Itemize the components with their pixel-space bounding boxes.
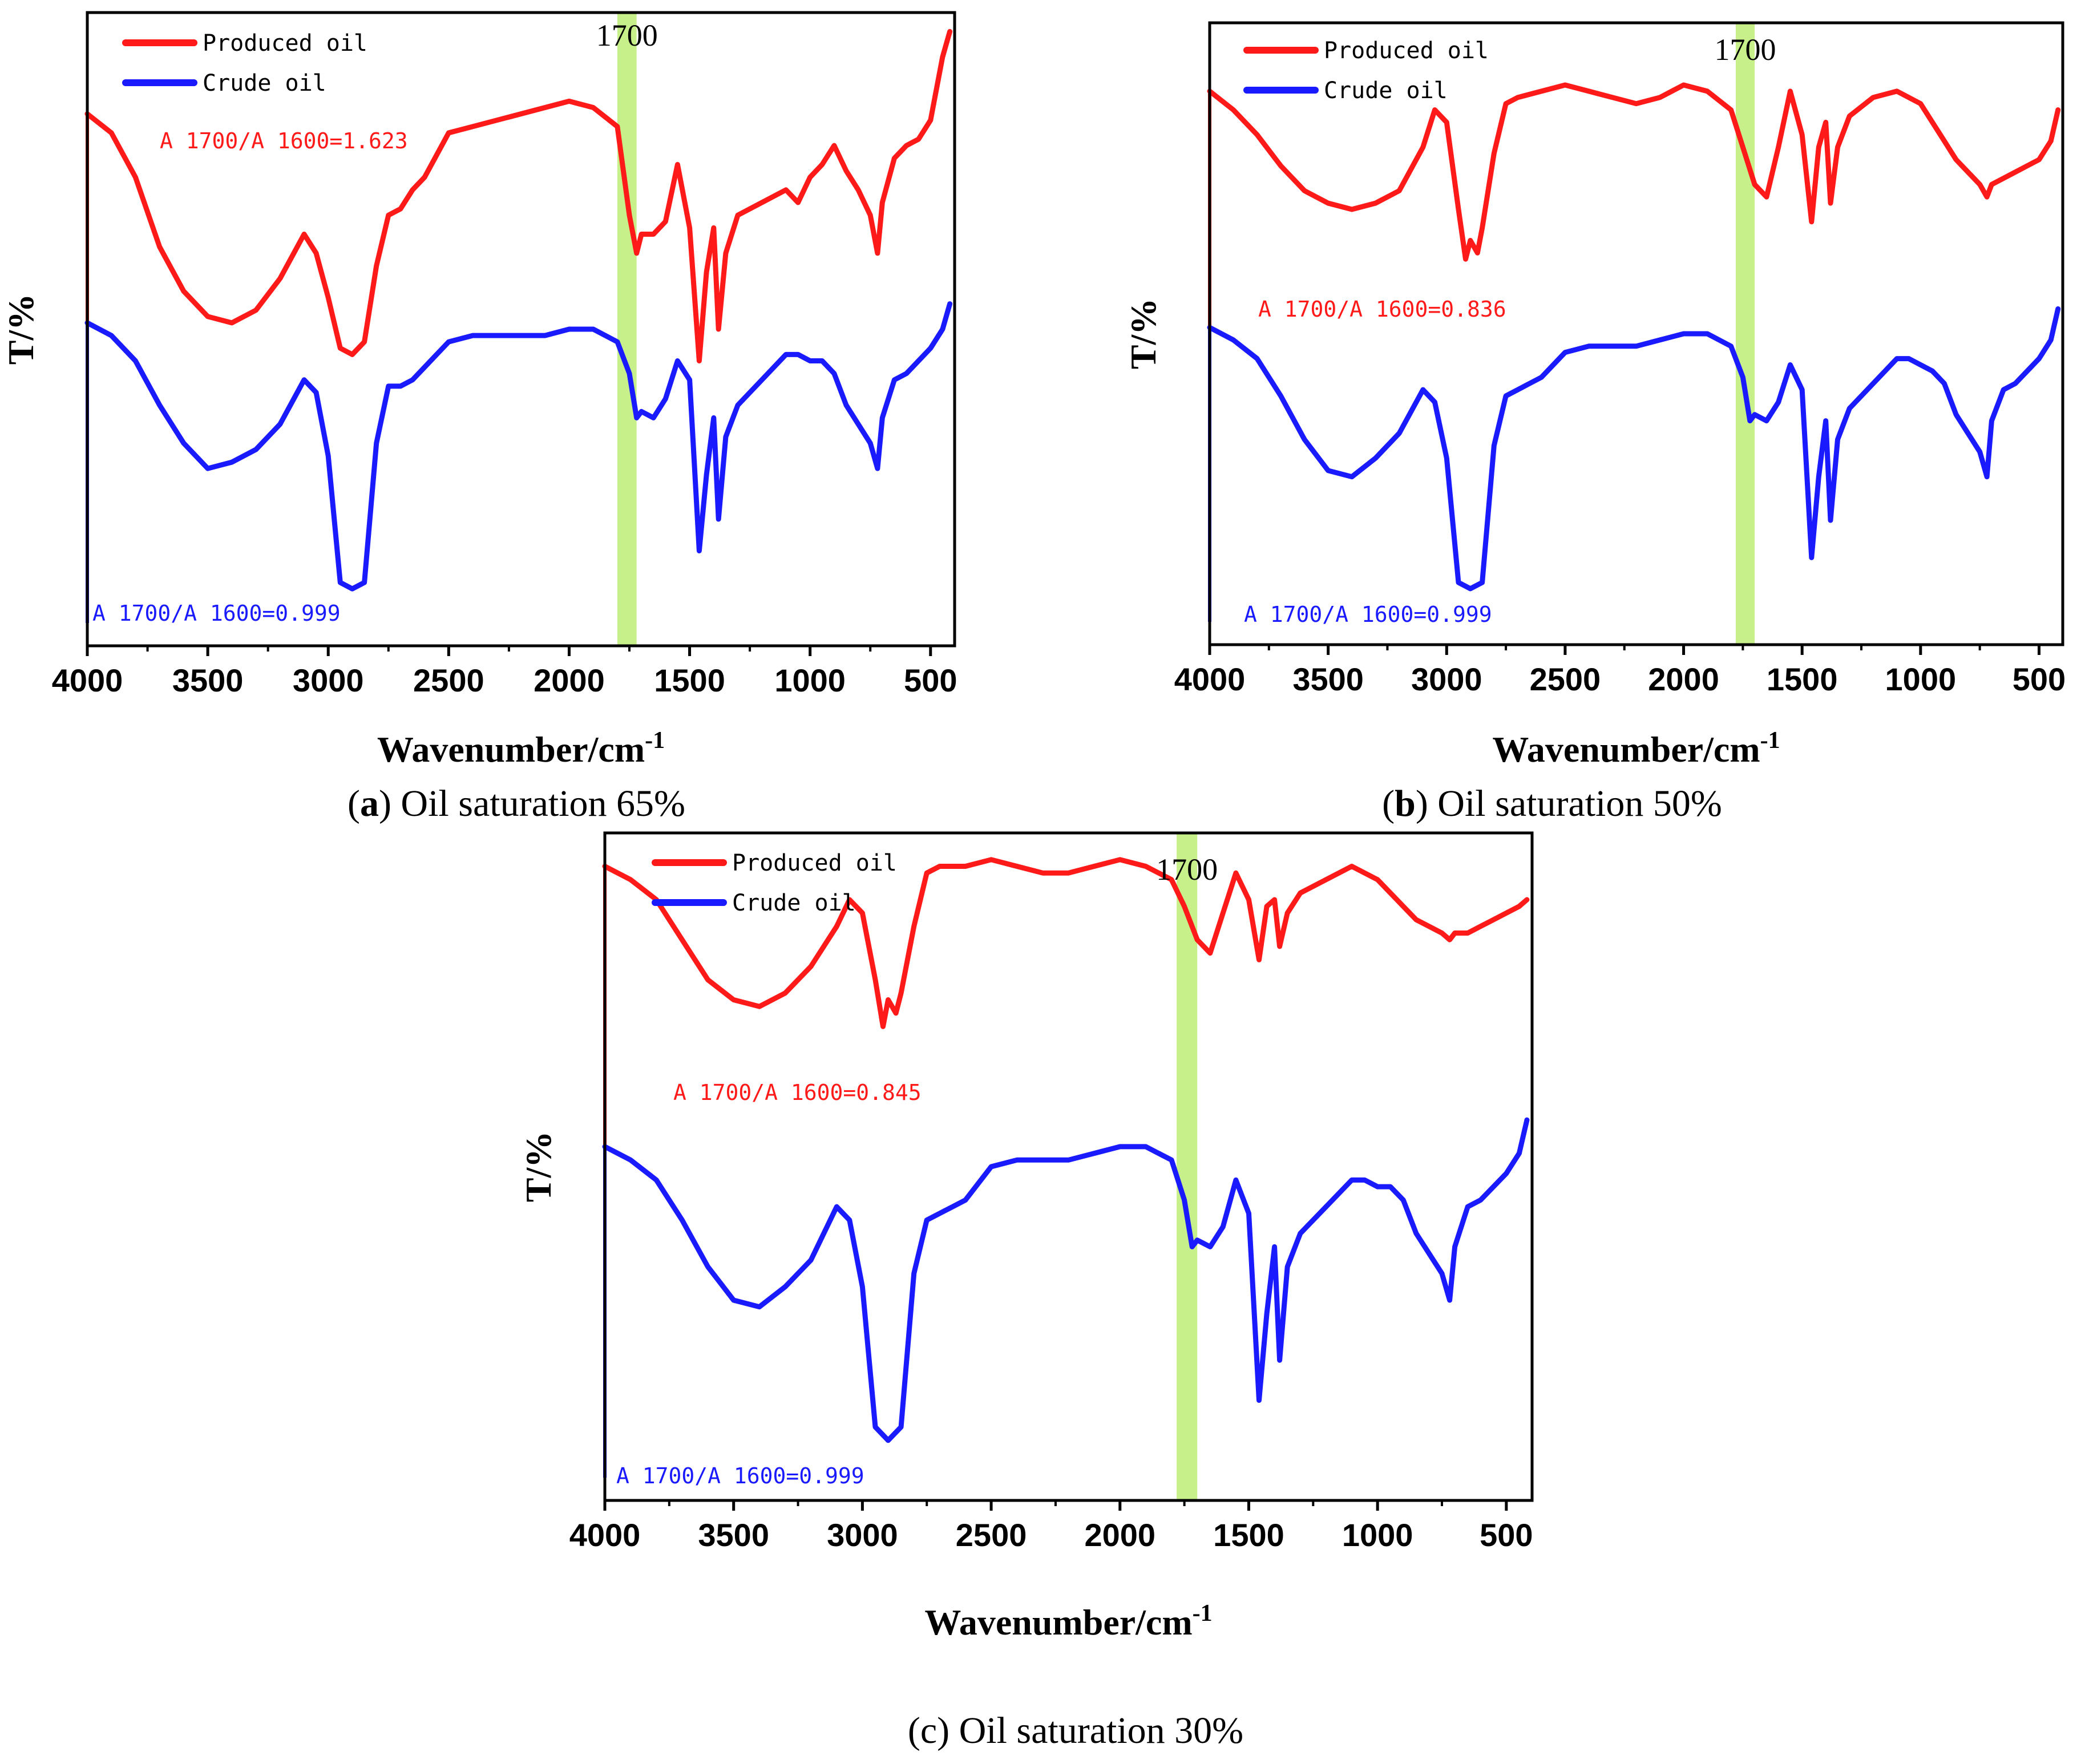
legend-label-produced-oil: Produced oil	[203, 30, 367, 56]
x-tick-label: 500	[904, 662, 957, 698]
legend: Produced oil Crude oil	[1243, 38, 1489, 104]
x-tick-label: 4000	[52, 662, 123, 698]
x-tick-label: 3500	[1292, 661, 1364, 697]
x-tick-label: 1000	[1342, 1517, 1413, 1553]
x-axis-title: Wavenumber/cm-1	[377, 727, 665, 770]
legend-label-crude-oil: Crude oil	[203, 70, 326, 96]
chart-panel-b: 4000 3500 3000 2500 2000 1500 1000 500 Wavenumbe…	[1123, 21, 2066, 824]
series-line-produced-oil	[84, 29, 953, 363]
x-tick-label: 4000	[1174, 661, 1246, 697]
legend-label-produced-oil: Produced oil	[732, 850, 897, 876]
highlight-band-1700	[1177, 833, 1198, 1500]
x-tick-label: 500	[2013, 661, 2066, 697]
highlight-band-1700	[617, 13, 637, 646]
legend-label-produced-oil: Produced oil	[1324, 38, 1489, 64]
x-tick-label: 2500	[956, 1517, 1027, 1553]
panel-caption: (a) Oil saturation 65%	[348, 783, 685, 824]
x-tick-label: 1000	[1885, 661, 1957, 697]
x-tick-label: 3500	[172, 662, 244, 698]
plot-frame	[86, 11, 956, 648]
ratio-annotation-produced-oil: A 1700/A 1600=0.845	[673, 1080, 922, 1105]
ratio-annotation-crude-oil: A 1700/A 1600=0.999	[1244, 602, 1492, 627]
x-tick-label: 3000	[827, 1517, 898, 1553]
panel-caption: (b) Oil saturation 50%	[1382, 783, 1722, 824]
legend: Produced oil Crude oil	[122, 30, 367, 96]
panel-caption: (c) Oil saturation 30%	[908, 1710, 1243, 1751]
ratio-annotation-produced-oil: A 1700/A 1600=0.836	[1258, 297, 1506, 322]
chart-panel-c: 4000 3500 3000 2500 2000 1500 1000 500 Wavenumbe…	[518, 831, 1534, 1751]
x-axis-title: Wavenumber/cm-1	[924, 1600, 1212, 1642]
band-label-1700: 1700	[596, 18, 658, 52]
y-axis-title: T/%	[518, 1131, 559, 1202]
x-tick-label: 1500	[1213, 1517, 1284, 1553]
plot-frame	[1208, 21, 2064, 646]
x-tick-label: 2000	[534, 662, 605, 698]
x-tick-label: 2000	[1084, 1517, 1155, 1553]
series-line-crude-oil	[84, 301, 953, 592]
y-axis-title: T/%	[1, 294, 41, 365]
y-axis-title: T/%	[1123, 298, 1163, 369]
band-label-1700: 1700	[1715, 33, 1776, 67]
chart-panel-a: 4000 3500 3000 2500 2000 1500 1000 500 Wavenumbe…	[1, 11, 957, 824]
series-line-crude-oil	[602, 1117, 1530, 1443]
x-tick-label: 1000	[774, 662, 846, 698]
ratio-annotation-crude-oil: A 1700/A 1600=0.999	[616, 1463, 864, 1488]
x-tick-label: 500	[1480, 1517, 1533, 1553]
highlight-band-1700	[1735, 23, 1755, 645]
x-tick-label: 3000	[293, 662, 364, 698]
plot-frame	[603, 831, 1534, 1502]
x-tick-label: 2500	[413, 662, 484, 698]
x-tick-label: 2000	[1648, 661, 1719, 697]
x-axis-title: Wavenumber/cm-1	[1492, 727, 1780, 770]
x-tick-label: 2500	[1530, 661, 1601, 697]
legend-label-crude-oil: Crude oil	[732, 890, 856, 916]
x-tick-label: 3500	[698, 1517, 769, 1553]
x-tick-label: 4000	[569, 1517, 641, 1553]
band-label-1700: 1700	[1156, 852, 1218, 887]
x-tick-label: 3000	[1411, 661, 1482, 697]
legend: Produced oil Crude oil	[652, 850, 897, 916]
series-line-produced-oil	[602, 857, 1530, 1029]
legend-label-crude-oil: Crude oil	[1324, 78, 1448, 104]
ratio-annotation-crude-oil: A 1700/A 1600=0.999	[92, 601, 341, 626]
ratio-annotation-produced-oil: A 1700/A 1600=1.623	[160, 128, 408, 153]
series-line-crude-oil	[1207, 306, 2061, 592]
x-tick-label: 1500	[654, 662, 725, 698]
x-tick-label: 1500	[1767, 661, 1838, 697]
series-line-produced-oil	[1207, 82, 2061, 262]
